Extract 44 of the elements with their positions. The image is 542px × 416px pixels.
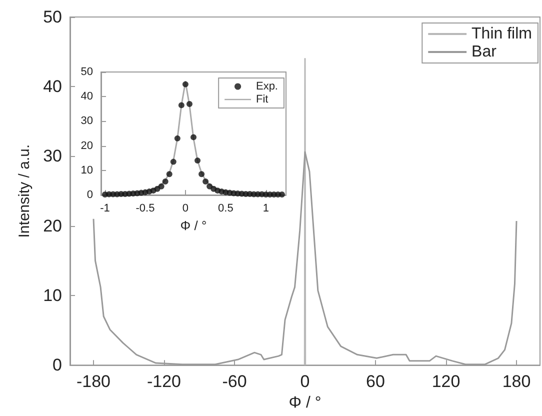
point bbox=[170, 158, 176, 165]
point bbox=[198, 171, 205, 178]
y-tick-label: 40 bbox=[43, 77, 62, 96]
point bbox=[178, 102, 184, 108]
point bbox=[278, 192, 285, 198]
x-tick-label: -0.5 bbox=[136, 202, 155, 214]
y-tick-label: 50 bbox=[80, 66, 93, 78]
point bbox=[162, 178, 168, 184]
point bbox=[158, 183, 164, 190]
point bbox=[186, 100, 192, 107]
x-tick-label: 1 bbox=[262, 202, 269, 214]
x-tick-label: 0.5 bbox=[218, 202, 234, 214]
x-tick-label: 180 bbox=[502, 372, 531, 392]
y-tick-label: 30 bbox=[80, 115, 93, 128]
point bbox=[166, 171, 172, 178]
x-axis-title: Φ / ° bbox=[180, 218, 207, 233]
point bbox=[182, 81, 188, 88]
y-tick-label: 10 bbox=[43, 286, 62, 305]
legend-label: Bar bbox=[472, 44, 498, 60]
y-tick-label: 10 bbox=[80, 164, 93, 176]
x-tick-label: -180 bbox=[76, 372, 111, 392]
x-tick-label: 0 bbox=[182, 202, 189, 214]
x-axis-title: Φ / ° bbox=[288, 394, 322, 412]
y-tick-label: 40 bbox=[80, 90, 93, 103]
y-tick-label: 20 bbox=[80, 140, 93, 152]
x-tick-label: -60 bbox=[222, 372, 247, 392]
y-tick-label: 30 bbox=[43, 146, 62, 166]
x-tick-label: -120 bbox=[146, 372, 182, 392]
x-tick-label: 0 bbox=[300, 372, 310, 392]
y-tick-label: 20 bbox=[43, 216, 62, 236]
point bbox=[194, 158, 201, 164]
point bbox=[190, 134, 196, 140]
legend-label: Thin film bbox=[472, 26, 532, 42]
legend-label: Fit bbox=[256, 94, 268, 106]
y-tick-label: 0 bbox=[52, 356, 62, 375]
y-axis-title: Intensity / a.u. bbox=[16, 144, 33, 238]
x-tick-label: 120 bbox=[432, 372, 460, 392]
x-tick-label: 60 bbox=[366, 372, 385, 392]
legend-label: Exp. bbox=[256, 80, 278, 92]
y-tick-label: 50 bbox=[43, 8, 62, 26]
point bbox=[174, 135, 180, 142]
x-tick-label: -1 bbox=[100, 202, 110, 214]
point bbox=[202, 178, 209, 184]
y-tick-label: 0 bbox=[86, 189, 93, 201]
